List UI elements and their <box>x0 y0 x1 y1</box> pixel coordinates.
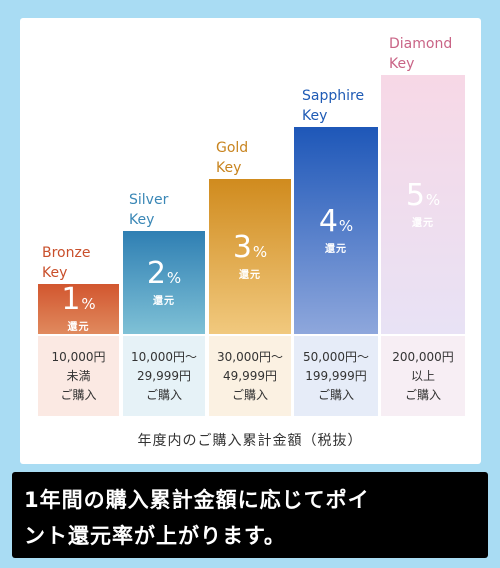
footer-caption: 年度内のご購入累計金額（税抜） <box>137 433 363 449</box>
kangen-bronze: 還元 <box>67 322 90 333</box>
tier-name-gold: Gold Key <box>216 140 249 176</box>
kangen-sapphire: 還元 <box>325 243 347 255</box>
tier-name-sapphire: Sapphire Key <box>302 88 365 124</box>
tier-name-silver: Silver Key <box>129 192 169 228</box>
tier-name-diamond: Diamond Key <box>389 36 453 72</box>
kangen-gold: 還元 <box>239 269 261 281</box>
percent-bronze: 1 <box>61 282 81 317</box>
percent-diamond: 5 <box>405 177 425 213</box>
bar-gold: 3% 還元 <box>209 179 291 334</box>
range-silver: 10,000円～ 29,999円 ご購入 <box>123 336 205 416</box>
percent-gold: 3 <box>232 229 252 265</box>
percent-silver: 2 <box>146 255 166 291</box>
range-bronze: 10,000円 未満 ご購入 <box>38 336 119 416</box>
bar-diamond: 5% 還元 <box>381 75 465 334</box>
bar-sapphire: 4% 還元 <box>294 127 378 334</box>
percent-sapphire: 4 <box>318 203 338 239</box>
banner-line-2: ント還元率が上がります。 <box>24 524 286 548</box>
range-gold: 30,000円～ 49,999円 ご購入 <box>209 336 291 416</box>
banner-line-1: 1年間の購入累計金額に応じてポイ <box>24 488 370 512</box>
caption-banner: 1年間の購入累計金額に応じてポイ ント還元率が上がります。 <box>12 472 488 558</box>
bar-bronze: 1% 還元 <box>38 284 119 334</box>
range-diamond: 200,000円 以上 ご購入 <box>381 336 465 416</box>
kangen-diamond: 還元 <box>412 217 434 229</box>
kangen-silver: 還元 <box>153 295 175 307</box>
tier-name-bronze: Bronze Key <box>42 245 91 281</box>
bar-silver: 2% 還元 <box>123 231 205 334</box>
range-sapphire: 50,000円～ 199,999円 ご購入 <box>294 336 378 416</box>
